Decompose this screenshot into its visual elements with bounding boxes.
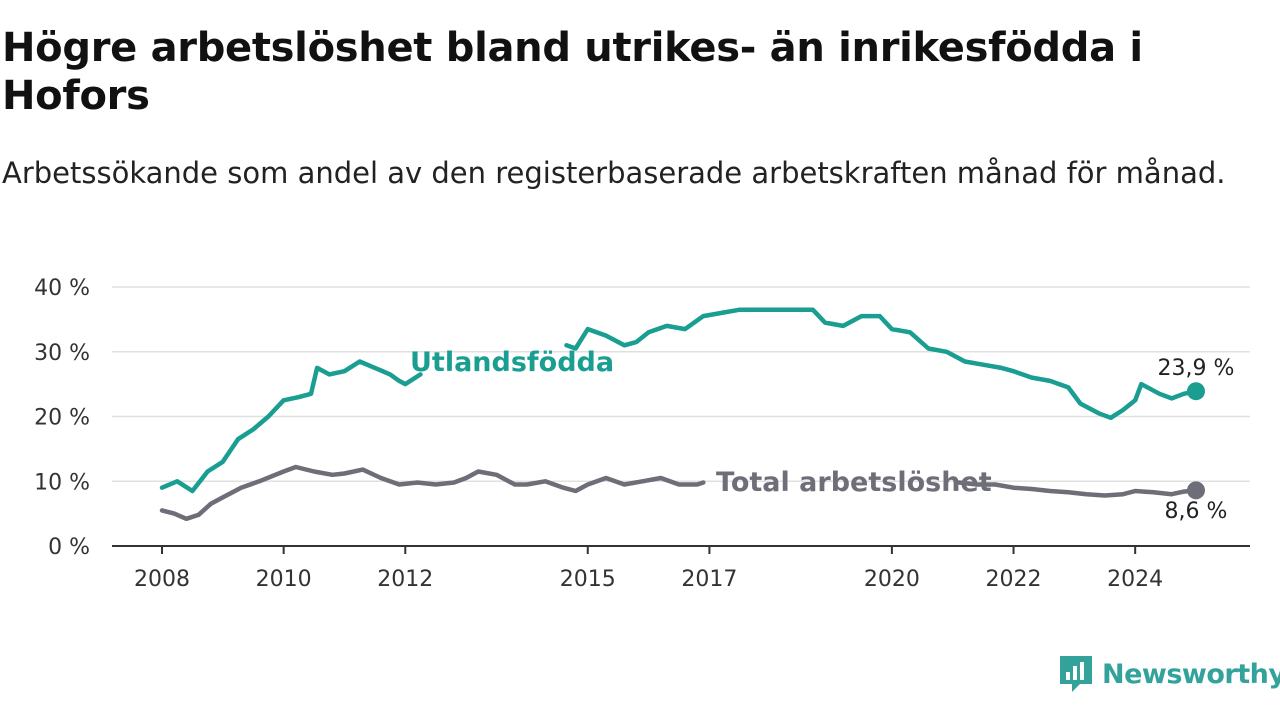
series-label-total: Total arbetslöshet xyxy=(716,467,992,498)
y-tick-label: 20 % xyxy=(34,406,90,431)
x-tick-label: 2012 xyxy=(377,567,433,592)
x-tick-label: 2015 xyxy=(560,567,616,592)
chart-subtitle: Arbetssökande som andel av den registerb… xyxy=(2,156,1226,190)
y-tick-label: 30 % xyxy=(34,341,90,366)
x-tick-label: 2020 xyxy=(864,567,920,592)
brand-name: Newsworthy xyxy=(1102,658,1280,690)
end-point-total xyxy=(1187,481,1205,500)
x-tick-label: 2010 xyxy=(256,567,312,592)
y-axis-ticks: 0 % 10 % 20 % 30 % 40 % xyxy=(34,276,90,560)
end-value-foreign-born: 23,9 % xyxy=(1158,356,1235,381)
gridlines xyxy=(112,286,1250,547)
y-tick-label: 10 % xyxy=(34,470,90,495)
brand: Newsworthy xyxy=(1058,652,1280,696)
y-tick-label: 0 % xyxy=(48,535,90,560)
series-line-total xyxy=(159,464,1199,522)
end-value-total: 8,6 % xyxy=(1165,499,1228,524)
series-labels: Utlandsfödda Total arbetslöshet 23,9 % 8,6 … xyxy=(410,347,1234,524)
series-line-foreign-born xyxy=(159,307,1199,494)
x-tick-label: 2022 xyxy=(986,567,1042,592)
series-label-foreign-born: Utlandsfödda xyxy=(410,347,614,378)
end-point-foreign-born xyxy=(1187,382,1205,401)
x-tick-label: 2008 xyxy=(134,567,190,592)
y-tick-label: 40 % xyxy=(34,276,90,301)
newsworthy-logo-icon xyxy=(1060,656,1092,692)
x-tick-label: 2024 xyxy=(1107,567,1163,592)
series-lines xyxy=(159,307,1205,522)
chart-title: Högre arbetslöshet bland utrikes- än inr… xyxy=(2,25,1143,119)
x-tick-label: 2017 xyxy=(681,567,737,592)
x-axis-ticks: 2008 2010 2012 2015 2017 2020 2022 2024 xyxy=(134,546,1163,592)
